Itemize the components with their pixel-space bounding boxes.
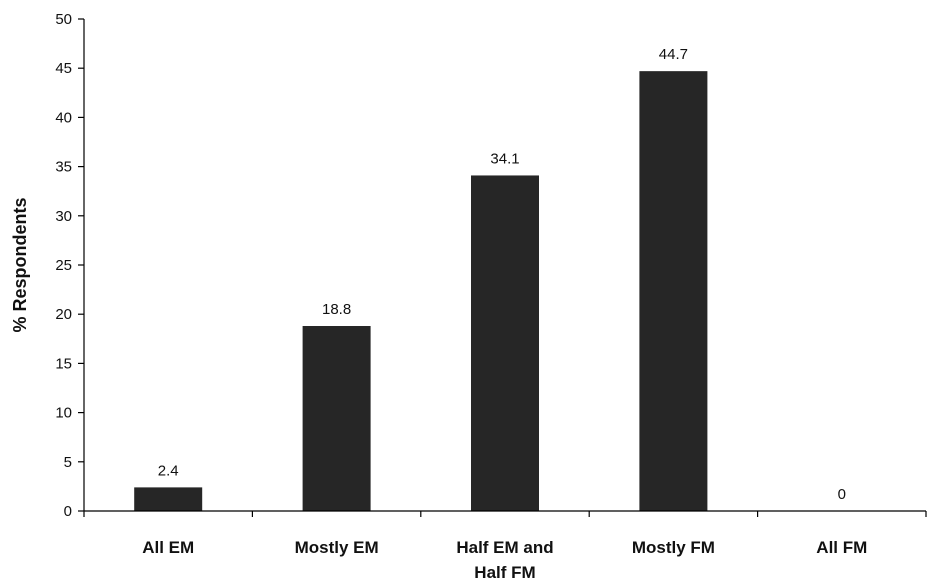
bars-group	[134, 71, 708, 511]
x-category-label-line: Half FM	[474, 563, 535, 582]
bar	[302, 326, 371, 511]
y-tick-label: 10	[55, 405, 72, 422]
bar	[471, 175, 539, 511]
x-category-label: Mostly FM	[632, 538, 715, 557]
y-tick-label: 45	[55, 60, 72, 77]
x-category-label: Mostly EM	[295, 538, 379, 557]
category-labels-group: All EM Mostly EM Half EM and Half FM Mostly …	[142, 538, 867, 582]
data-label: 34.1	[490, 150, 519, 167]
x-category-label: Half EM and Half FM	[456, 538, 553, 582]
y-axis-title-group: % Respondents	[10, 197, 30, 332]
data-label: 18.8	[322, 301, 351, 318]
x-category-label-line: Half EM and	[456, 538, 553, 557]
y-tick-label: 0	[64, 503, 72, 520]
x-axis	[83, 510, 927, 517]
data-label: 44.7	[659, 46, 688, 63]
data-label: 0	[838, 486, 846, 503]
bar	[134, 487, 203, 511]
y-tick-label: 50	[55, 11, 72, 28]
y-tick-label: 40	[55, 109, 72, 126]
data-label: 2.4	[158, 462, 179, 479]
x-category-label-line: Mostly FM	[632, 538, 715, 557]
bar	[639, 71, 708, 511]
y-tick-label: 5	[64, 454, 72, 471]
y-tick-label: 15	[55, 355, 72, 372]
data-labels-group: 2.4 18.8 34.1 44.7 0	[158, 46, 846, 503]
y-axis-title: % Respondents	[10, 197, 30, 332]
x-category-label: All FM	[816, 538, 867, 557]
y-tick-label: 25	[55, 257, 72, 274]
y-tick-label: 35	[55, 159, 72, 176]
y-tick-label: 20	[55, 306, 72, 323]
y-tick-label: 30	[55, 208, 72, 225]
x-category-label-line: Mostly EM	[295, 538, 379, 557]
y-axis: 0 5 10 15 20 25 30 35 40 45 50	[55, 11, 85, 520]
x-category-label-line: All FM	[816, 538, 867, 557]
x-category-label: All EM	[142, 538, 194, 557]
x-category-label-line: All EM	[142, 538, 194, 557]
